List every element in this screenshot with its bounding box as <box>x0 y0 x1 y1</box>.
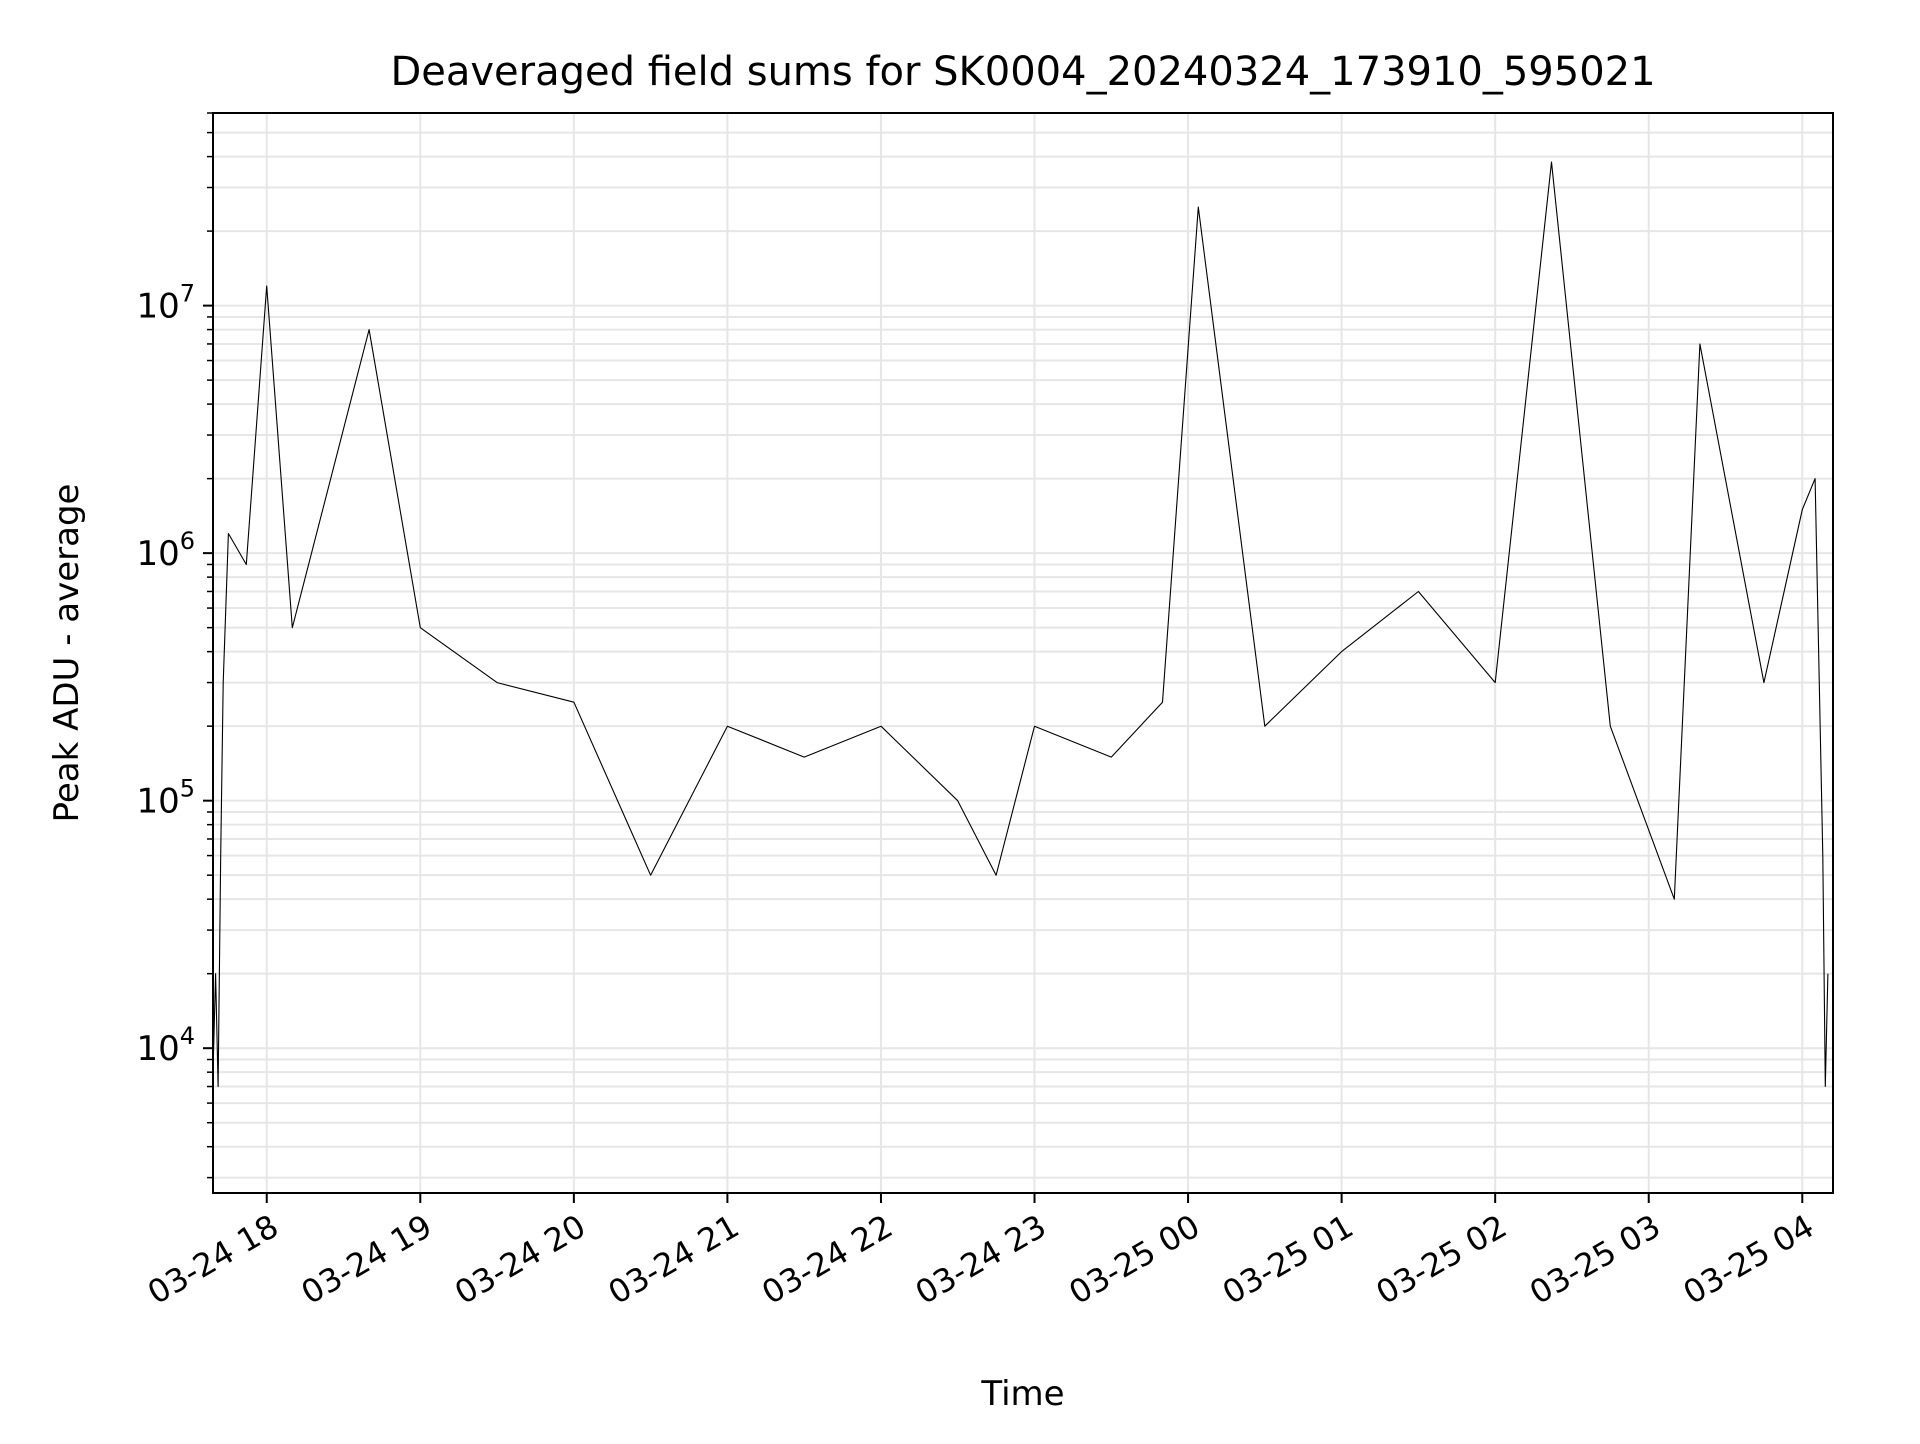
chart-title: Deaveraged field sums for SK0004_2024032… <box>390 49 1655 95</box>
plot-frame <box>212 112 1834 1194</box>
y-axis-label: Peak ADU - average <box>47 484 87 823</box>
y-tick-label: 105 <box>136 775 195 822</box>
data-series <box>212 161 1829 1088</box>
y-tick-label: 104 <box>136 1022 195 1069</box>
x-axis-label: Time <box>980 1374 1064 1414</box>
series-line <box>212 161 1829 1088</box>
grid <box>213 112 1833 1193</box>
y-tick-label: 107 <box>136 280 195 327</box>
y-tick-label: 106 <box>136 527 195 574</box>
